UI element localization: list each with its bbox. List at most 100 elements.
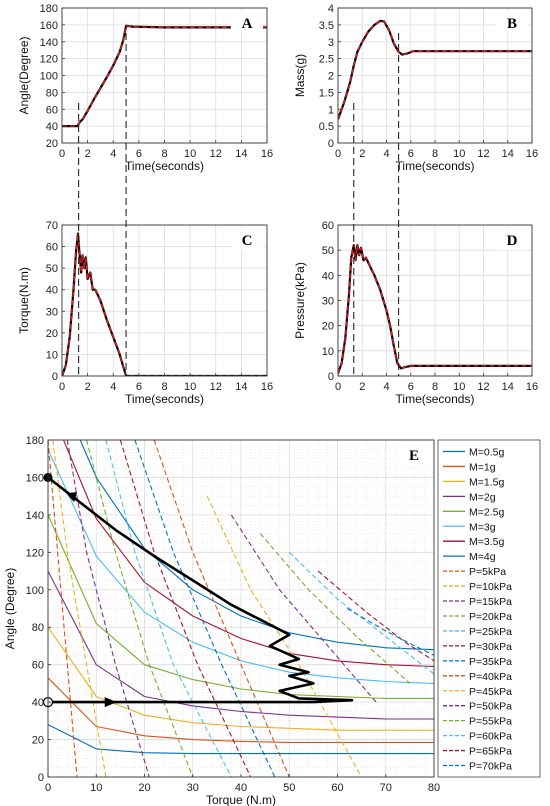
trajectory-line <box>48 476 354 704</box>
y-tick-label: 30 <box>46 306 58 318</box>
y-tick-label: 20 <box>32 735 44 747</box>
legend-label: M=1g <box>469 461 496 473</box>
x-tick-label: 6 <box>136 381 142 393</box>
x-tick-label: 10 <box>90 782 102 794</box>
x-tick-label: 10 <box>453 381 465 393</box>
y-tick-label: 0 <box>328 371 334 383</box>
x-tick-label: 0 <box>335 148 341 160</box>
legend-label: M=3g <box>469 521 496 533</box>
legend-label: P=25kPa <box>469 626 512 638</box>
y-axis-label: Angle(Degree) <box>17 36 31 114</box>
y-tick-label: 80 <box>46 87 58 99</box>
y-tick-label: 2 <box>328 71 334 83</box>
x-tick-label: 40 <box>235 782 247 794</box>
panel-c: 0 2 4 6 8 10 12 14 16 0 10 20 30 40 50 60 70 Time(seconds… <box>17 220 273 406</box>
y-tick-label: 180 <box>40 3 58 15</box>
y-tick-label: 50 <box>46 263 58 275</box>
legend-label: P=45kPa <box>469 686 512 698</box>
pressure-line-5 <box>105 440 232 777</box>
legend-label: P=40kPa <box>469 671 512 683</box>
x-tick-label: 70 <box>380 782 392 794</box>
y-tick-label: 0.5 <box>319 121 334 133</box>
legend-label: P=50kPa <box>469 701 512 713</box>
legend-label: P=30kPa <box>469 641 512 653</box>
x-tick-label: 6 <box>136 148 142 160</box>
y-tick-label: 120 <box>26 547 44 559</box>
y-tick-label: 40 <box>46 285 58 297</box>
mass-line-8 <box>79 440 434 651</box>
x-axis-label: Time(seconds) <box>396 159 475 173</box>
mass-line-5 <box>48 514 434 699</box>
x-tick-label: 16 <box>526 148 538 160</box>
y-tick-label: 10 <box>46 349 58 361</box>
x-tick-label: 0 <box>59 148 65 160</box>
pressure-line-7 <box>134 440 276 777</box>
x-tick-label: 4 <box>110 148 116 160</box>
mass-line-6 <box>48 449 434 684</box>
legend-label: P=70kPa <box>469 761 512 773</box>
y-tick-label: 1 <box>328 104 334 116</box>
y-tick-label: 80 <box>32 622 44 634</box>
x-tick-label: 4 <box>383 381 389 393</box>
y-tick-label: 100 <box>40 71 58 83</box>
panel-label: A <box>242 16 253 32</box>
pressure-line-10 <box>230 514 377 703</box>
legend-label: M=0.5g <box>469 446 504 458</box>
y-tick-label: 60 <box>46 242 58 254</box>
series-line-1 <box>338 19 532 120</box>
x-tick-label: 10 <box>184 381 196 393</box>
y-tick-label: 40 <box>322 270 334 282</box>
y-tick-label: 30 <box>322 296 334 308</box>
x-tick-label: 50 <box>283 782 295 794</box>
y-tick-label: 70 <box>46 220 58 232</box>
x-tick-label: 4 <box>110 381 116 393</box>
x-axis-label: Time(seconds) <box>396 392 475 406</box>
y-axis-label: Angle (Degree) <box>3 568 17 649</box>
legend-label: P=5kPa <box>469 566 506 578</box>
x-tick-label: 12 <box>210 148 222 160</box>
panel-label: C <box>242 233 253 249</box>
panel-e: 0 10 20 30 40 50 60 70 80 0 20 40 60 80 100 120 140 160 18… <box>3 435 440 806</box>
y-tick-label: 1.5 <box>319 87 334 99</box>
x-tick-label: 2 <box>359 148 365 160</box>
x-tick-label: 2 <box>85 148 91 160</box>
y-tick-label: 20 <box>46 328 58 340</box>
x-tick-label: 16 <box>261 148 273 160</box>
pressure-line-11 <box>259 533 411 684</box>
x-tick-label: 16 <box>261 381 273 393</box>
series-line-2 <box>62 232 267 376</box>
y-tick-label: 40 <box>46 121 58 133</box>
pressure-line-3 <box>66 440 150 777</box>
x-tick-label: 4 <box>383 148 389 160</box>
x-tick-label: 12 <box>210 381 222 393</box>
pressure-line-4 <box>86 440 194 777</box>
pressure-line-14 <box>346 608 434 656</box>
panel-label: E <box>409 448 419 464</box>
y-tick-label: 50 <box>322 245 334 257</box>
x-tick-label: 60 <box>331 782 343 794</box>
event-lines <box>78 33 400 376</box>
y-tick-label: 180 <box>26 435 44 447</box>
pressure-line-13 <box>317 570 434 662</box>
arrow-marker <box>104 697 117 708</box>
x-tick-label: 12 <box>477 381 489 393</box>
x-tick-label: 14 <box>502 148 514 160</box>
pressure-line-6 <box>119 440 252 777</box>
x-tick-label: 80 <box>428 782 440 794</box>
x-tick-label: 16 <box>526 381 538 393</box>
y-tick-label: 60 <box>32 660 44 672</box>
panel-d: 0 2 4 6 8 10 12 14 16 0 10 20 30 40 50 60 Time(seconds) P… <box>293 220 538 406</box>
y-tick-label: 0 <box>52 371 58 383</box>
plot-area <box>62 24 267 128</box>
legend-label: P=15kPa <box>469 596 512 608</box>
y-tick-label: 60 <box>46 104 58 116</box>
panel-label: B <box>507 16 517 32</box>
legend-label: M=3.5g <box>469 536 504 548</box>
x-tick-label: 0 <box>335 381 341 393</box>
y-tick-label: 140 <box>40 37 58 49</box>
legend-label: P=10kPa <box>469 581 512 593</box>
x-tick-label: 0 <box>59 381 65 393</box>
arrow-marker <box>66 492 78 503</box>
legend-label: P=60kPa <box>469 731 512 743</box>
